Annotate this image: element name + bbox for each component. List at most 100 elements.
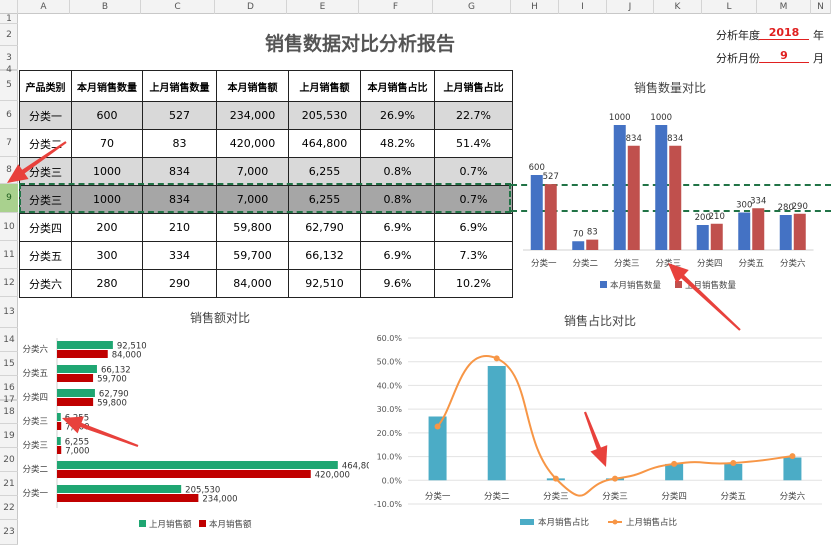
table-cell[interactable]: 1000: [71, 157, 143, 186]
table-cell[interactable]: 234,000: [216, 101, 289, 130]
table-cell[interactable]: 834: [142, 157, 217, 186]
table-cell[interactable]: 分类三: [19, 185, 72, 214]
row-header-10[interactable]: 10: [0, 213, 18, 241]
table-cell[interactable]: 分类二: [19, 129, 72, 158]
column-header-d[interactable]: D: [215, 0, 287, 14]
header-cell[interactable]: 本月销售额: [216, 70, 289, 102]
month-input[interactable]: 9: [759, 49, 809, 63]
table-cell[interactable]: 51.4%: [434, 129, 513, 158]
table-cell[interactable]: 7.3%: [434, 241, 513, 270]
table-cell[interactable]: 92,510: [288, 269, 361, 298]
row-header-9[interactable]: 9: [0, 184, 18, 213]
table-cell[interactable]: 22.7%: [434, 101, 513, 130]
table-cell[interactable]: 分类一: [19, 101, 72, 130]
header-cell[interactable]: 本月销售数量: [71, 70, 143, 102]
column-header-m[interactable]: M: [757, 0, 811, 14]
table-cell[interactable]: 280: [71, 269, 143, 298]
row-header-14[interactable]: 14: [0, 328, 18, 352]
column-header-a[interactable]: A: [18, 0, 70, 14]
column-header-corner[interactable]: [0, 0, 18, 14]
table-cell[interactable]: 210: [142, 213, 217, 242]
row-header-13[interactable]: 13: [0, 297, 18, 328]
table-cell[interactable]: 分类三: [19, 157, 72, 186]
column-header-n[interactable]: N: [811, 0, 831, 14]
table-cell[interactable]: 0.8%: [360, 185, 435, 214]
share-chart[interactable]: -10.0% 0.0% 10.0% 20.0% 30.0% 40.0% 50.0% 60.0%…: [370, 328, 830, 533]
table-cell[interactable]: 600: [71, 101, 143, 130]
table-cell[interactable]: 290: [142, 269, 217, 298]
row-header-20[interactable]: 20: [0, 448, 18, 472]
row-header-8[interactable]: 8: [0, 157, 18, 184]
header-cell[interactable]: 上月销售数量: [142, 70, 217, 102]
table-cell[interactable]: 0.8%: [360, 157, 435, 186]
table-cell[interactable]: 分类六: [19, 269, 72, 298]
row-header-23[interactable]: 23: [0, 520, 18, 545]
row-header-2[interactable]: 2: [0, 24, 18, 46]
row-header-17[interactable]: 17: [0, 395, 18, 405]
header-cell[interactable]: 上月销售占比: [434, 70, 513, 102]
table-cell[interactable]: 48.2%: [360, 129, 435, 158]
table-cell[interactable]: 26.9%: [360, 101, 435, 130]
table-cell[interactable]: 464,800: [288, 129, 361, 158]
header-cell[interactable]: 上月销售额: [288, 70, 361, 102]
table-cell[interactable]: 6,255: [288, 185, 361, 214]
row-header-3[interactable]: 3: [0, 46, 18, 70]
table-cell[interactable]: 70: [71, 129, 143, 158]
table-cell[interactable]: 分类四: [19, 213, 72, 242]
column-header-f[interactable]: F: [359, 0, 433, 14]
year-input[interactable]: 2018: [759, 26, 809, 40]
row-header-15[interactable]: 15: [0, 352, 18, 376]
table-cell[interactable]: 84,000: [216, 269, 289, 298]
row-header-4[interactable]: 4: [0, 65, 18, 75]
table-cell[interactable]: 62,790: [288, 213, 361, 242]
table-cell[interactable]: 9.6%: [360, 269, 435, 298]
row-header-5[interactable]: 5: [0, 70, 18, 101]
table-cell[interactable]: 334: [142, 241, 217, 270]
table-cell[interactable]: 6,255: [288, 157, 361, 186]
column-header-k[interactable]: K: [654, 0, 702, 14]
table-cell[interactable]: 7,000: [216, 157, 289, 186]
row-header-21[interactable]: 21: [0, 472, 18, 496]
table-cell[interactable]: 1000: [71, 185, 143, 214]
table-cell[interactable]: 7,000: [216, 185, 289, 214]
row-header-12[interactable]: 12: [0, 269, 18, 297]
row-header-22[interactable]: 22: [0, 496, 18, 520]
table-cell[interactable]: 83: [142, 129, 217, 158]
column-header-j[interactable]: J: [607, 0, 654, 14]
row-header-7[interactable]: 7: [0, 129, 18, 157]
table-cell[interactable]: 834: [142, 185, 217, 214]
table-cell[interactable]: 200: [71, 213, 143, 242]
table-cell[interactable]: 6.9%: [360, 241, 435, 270]
column-header-i[interactable]: I: [559, 0, 607, 14]
row-header-1[interactable]: 1: [0, 14, 18, 24]
row-header-16[interactable]: 16: [0, 376, 18, 400]
row-header-18[interactable]: 18: [0, 400, 18, 424]
column-header-h[interactable]: H: [511, 0, 559, 14]
table-cell[interactable]: 10.2%: [434, 269, 513, 298]
row-header-11[interactable]: 11: [0, 241, 18, 269]
table-cell[interactable]: 66,132: [288, 241, 361, 270]
column-header-l[interactable]: L: [702, 0, 757, 14]
column-header-e[interactable]: E: [287, 0, 359, 14]
row-header-6[interactable]: 6: [0, 101, 18, 129]
table-cell[interactable]: 59,800: [216, 213, 289, 242]
table-cell[interactable]: 205,530: [288, 101, 361, 130]
table-cell[interactable]: 300: [71, 241, 143, 270]
table-cell[interactable]: 527: [142, 101, 217, 130]
header-cell[interactable]: 本月销售占比: [360, 70, 435, 102]
table-cell[interactable]: 59,700: [216, 241, 289, 270]
table-cell[interactable]: 分类五: [19, 241, 72, 270]
report-title[interactable]: 销售数据对比分析报告: [264, 33, 455, 55]
table-cell[interactable]: 6.9%: [360, 213, 435, 242]
header-cell[interactable]: 产品类别: [19, 70, 72, 102]
row-header-19[interactable]: 19: [0, 424, 18, 448]
table-cell[interactable]: 420,000: [216, 129, 289, 158]
column-header-g[interactable]: G: [433, 0, 511, 14]
table-cell[interactable]: 0.7%: [434, 157, 513, 186]
column-header-b[interactable]: B: [70, 0, 141, 14]
column-header-c[interactable]: C: [141, 0, 215, 14]
table-cell[interactable]: 0.7%: [434, 185, 513, 214]
table-cell[interactable]: 6.9%: [434, 213, 513, 242]
